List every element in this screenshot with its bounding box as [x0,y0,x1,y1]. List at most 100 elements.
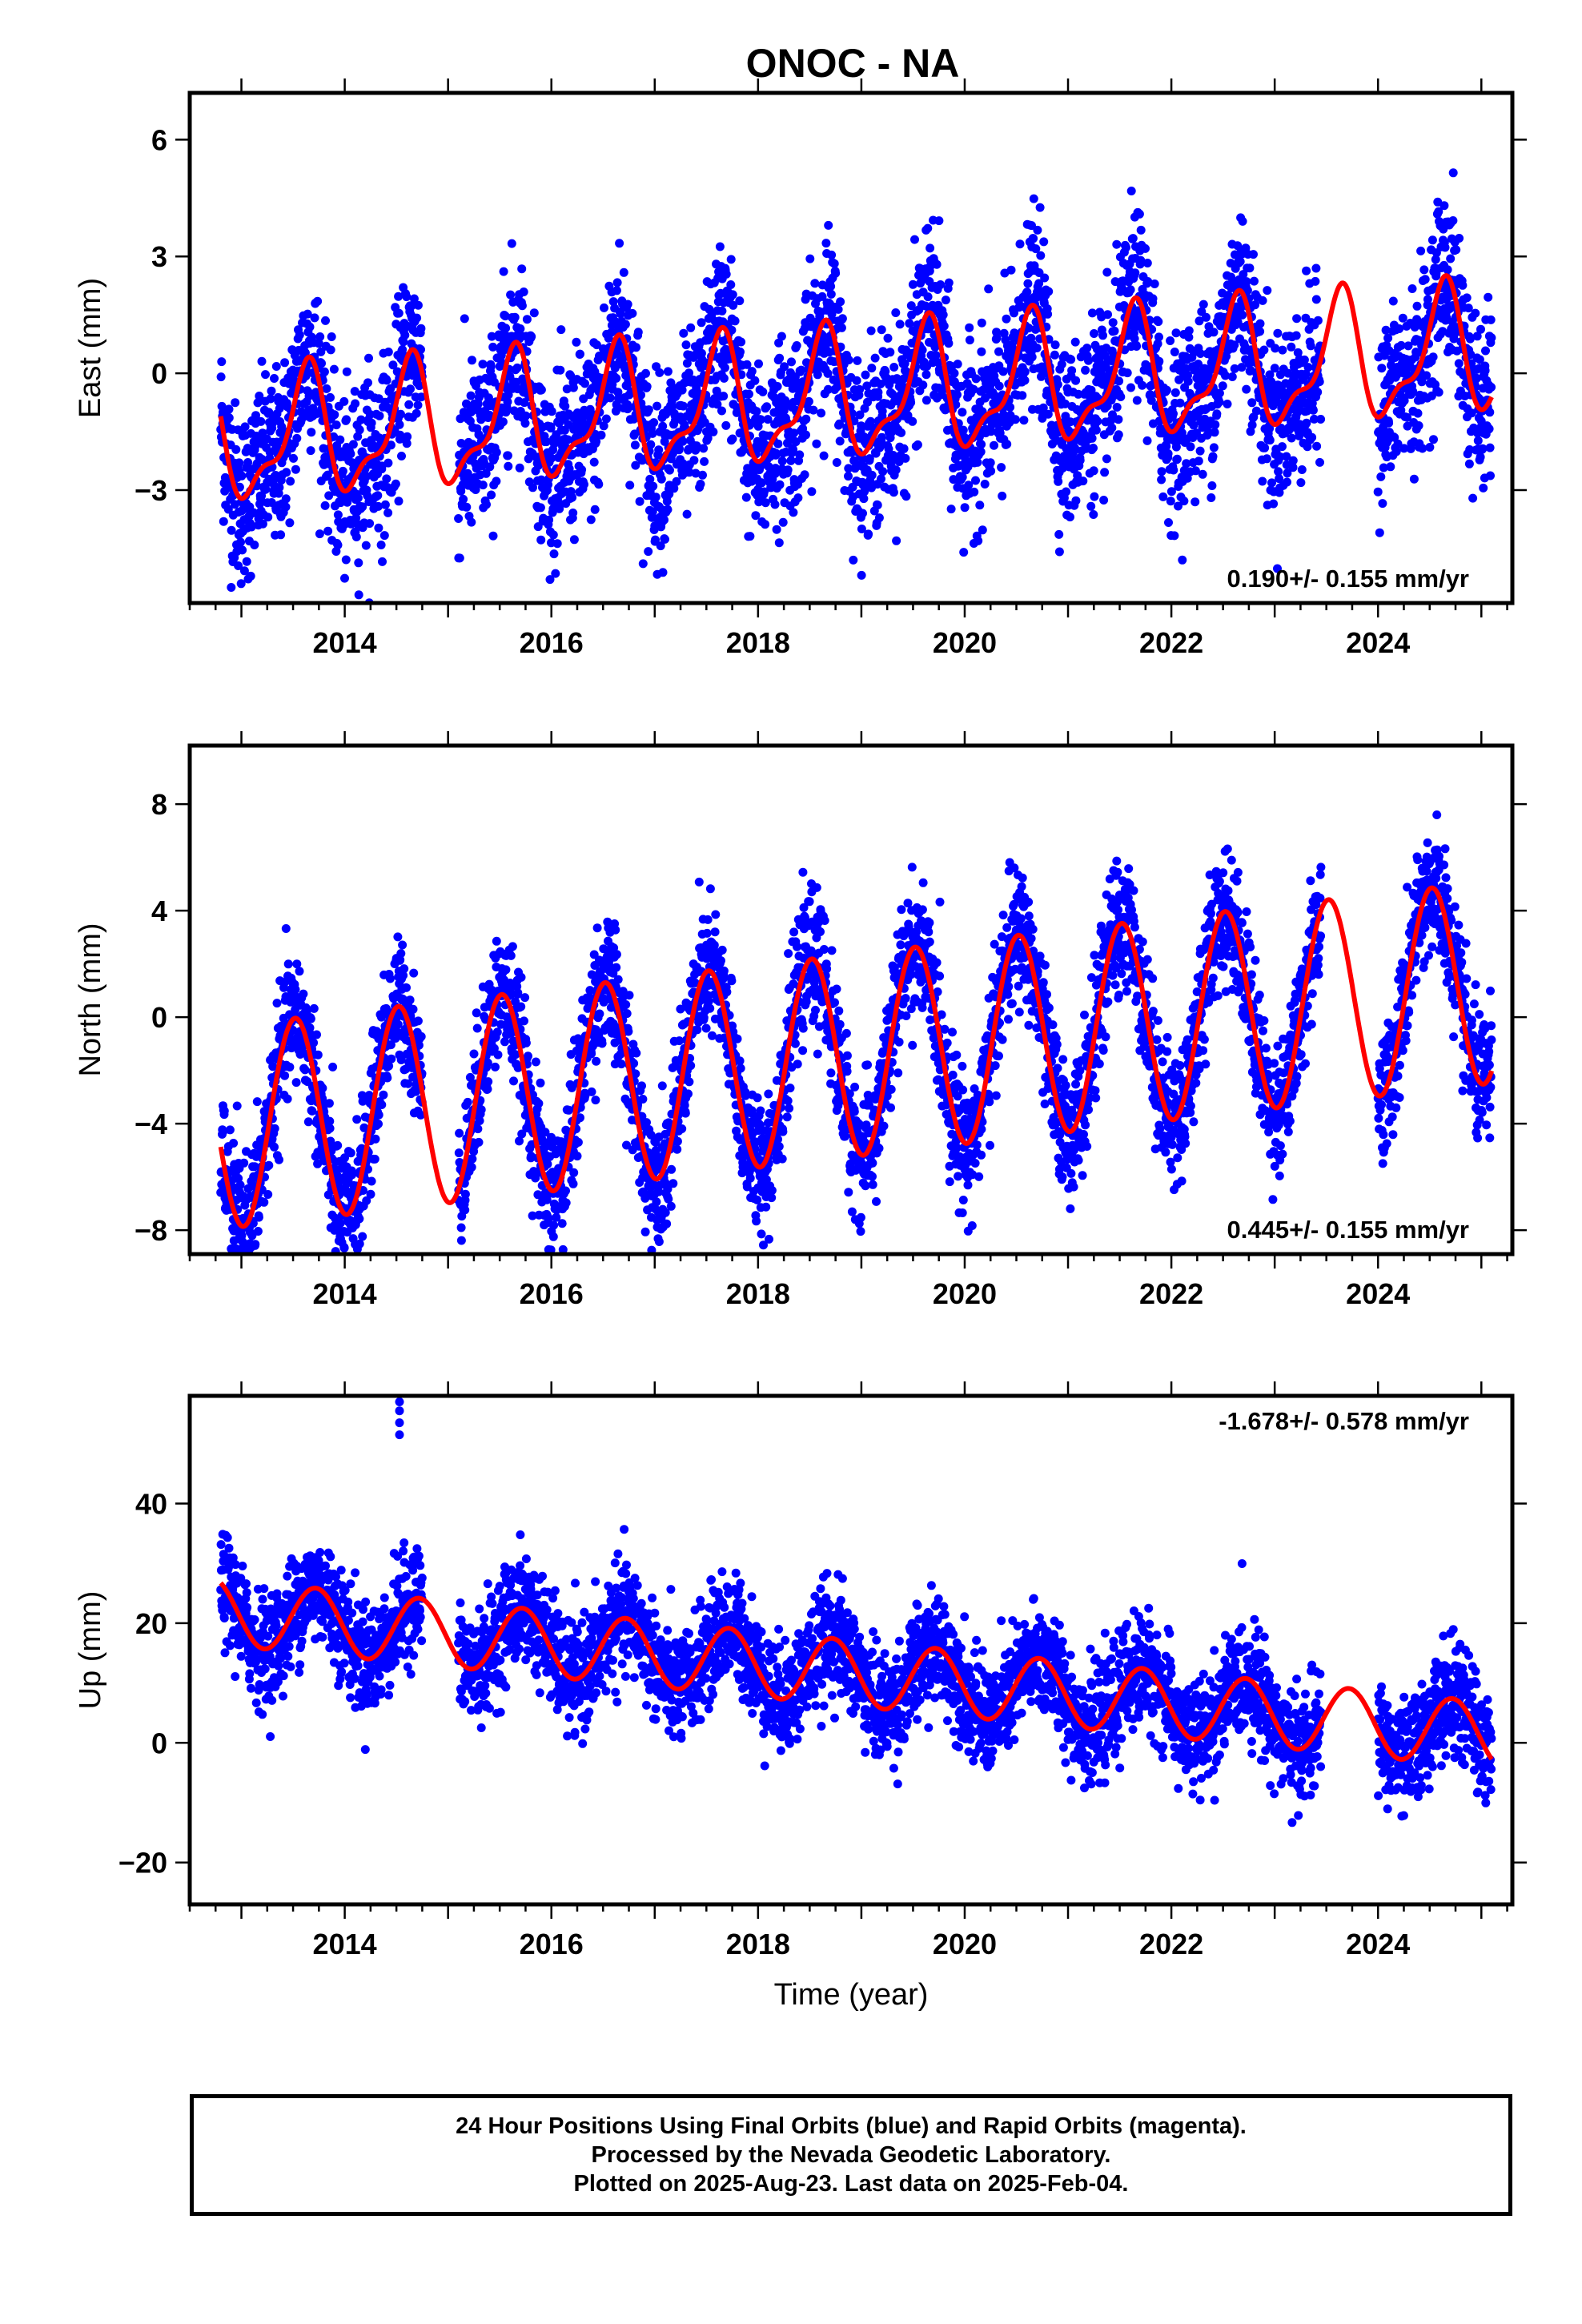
data-point [965,336,974,345]
data-point [1184,326,1194,336]
data-point [281,924,291,933]
data-point [792,341,801,350]
data-point [923,292,933,302]
data-point [340,573,349,583]
data-point [462,502,472,512]
data-point [730,316,740,326]
data-point [1081,365,1090,375]
data-point [817,408,826,418]
rate-label: 0.190+/- 0.155 mm/yr [1227,565,1469,593]
data-point [556,365,565,375]
data-point [536,475,546,485]
data-point [1157,467,1166,476]
data-point [339,396,349,406]
data-point [397,452,406,460]
data-point [998,367,1008,376]
data-point [1288,456,1298,465]
data-point [358,502,367,512]
data-point [1107,423,1117,432]
data-point [1302,266,1311,275]
data-point [1170,388,1180,397]
data-point [225,1125,235,1135]
data-point [383,458,393,468]
data-point [1084,356,1093,365]
data-point [809,405,818,415]
data-point [1448,216,1458,225]
data-point [1089,466,1098,476]
data-point [354,558,363,568]
data-point [953,390,962,400]
data-point [648,428,657,438]
data-point [253,1227,263,1236]
data-point [665,465,674,475]
data-point [810,279,820,288]
data-point [623,300,632,309]
data-point [1373,487,1383,497]
data-point [350,387,359,396]
data-point [1278,345,1287,355]
data-point [821,239,831,248]
data-point [247,1263,255,1272]
data-point [1313,388,1323,397]
data-point [958,408,967,417]
data-point [975,501,985,510]
data-point [547,407,556,416]
data-point [649,418,659,428]
data-point [536,503,545,513]
data-point [335,435,345,444]
data-point [468,356,476,365]
data-point [1070,337,1080,347]
data-point [1040,273,1050,283]
data-point [861,370,870,380]
data-point [342,415,351,424]
data-point [1112,239,1122,249]
data-point [682,509,692,519]
data-point [379,1090,388,1100]
data-point [548,504,558,513]
data-point [255,392,264,400]
data-point [521,411,531,420]
data-point [1002,440,1012,449]
data-point [347,1170,357,1180]
data-point [892,536,901,545]
data-point [1032,344,1042,352]
data-point [589,457,599,467]
data-point [1471,308,1480,318]
y-tick-label: −3 [135,474,167,507]
data-point [698,470,707,480]
data-point [252,1097,262,1107]
data-point [974,536,983,545]
data-point [908,279,917,289]
data-point [836,297,845,307]
data-point [998,491,1007,501]
data-point [936,280,946,289]
data-point [824,220,833,230]
data-point [217,357,227,367]
data-point [1420,275,1430,284]
data-point [1102,454,1111,464]
data-point [1002,314,1011,324]
data-point [726,280,736,289]
data-point [801,414,811,424]
data-point [835,436,845,446]
data-point [487,332,496,341]
data-point [1378,499,1387,509]
data-point [717,306,727,316]
data-point [413,400,423,410]
data-point [910,235,919,244]
data-point [751,511,761,521]
data-point [1142,436,1152,445]
data-point [270,1142,279,1152]
data-point [231,398,240,408]
data-point [1287,433,1296,443]
data-point [394,292,404,301]
data-point [392,367,402,376]
data-point [980,480,990,489]
data-point [1130,268,1140,278]
data-point [1269,499,1279,509]
data-point [1020,376,1030,385]
data-point [396,949,406,959]
data-point [413,1016,423,1026]
data-point [286,476,295,486]
data-point [292,433,302,443]
